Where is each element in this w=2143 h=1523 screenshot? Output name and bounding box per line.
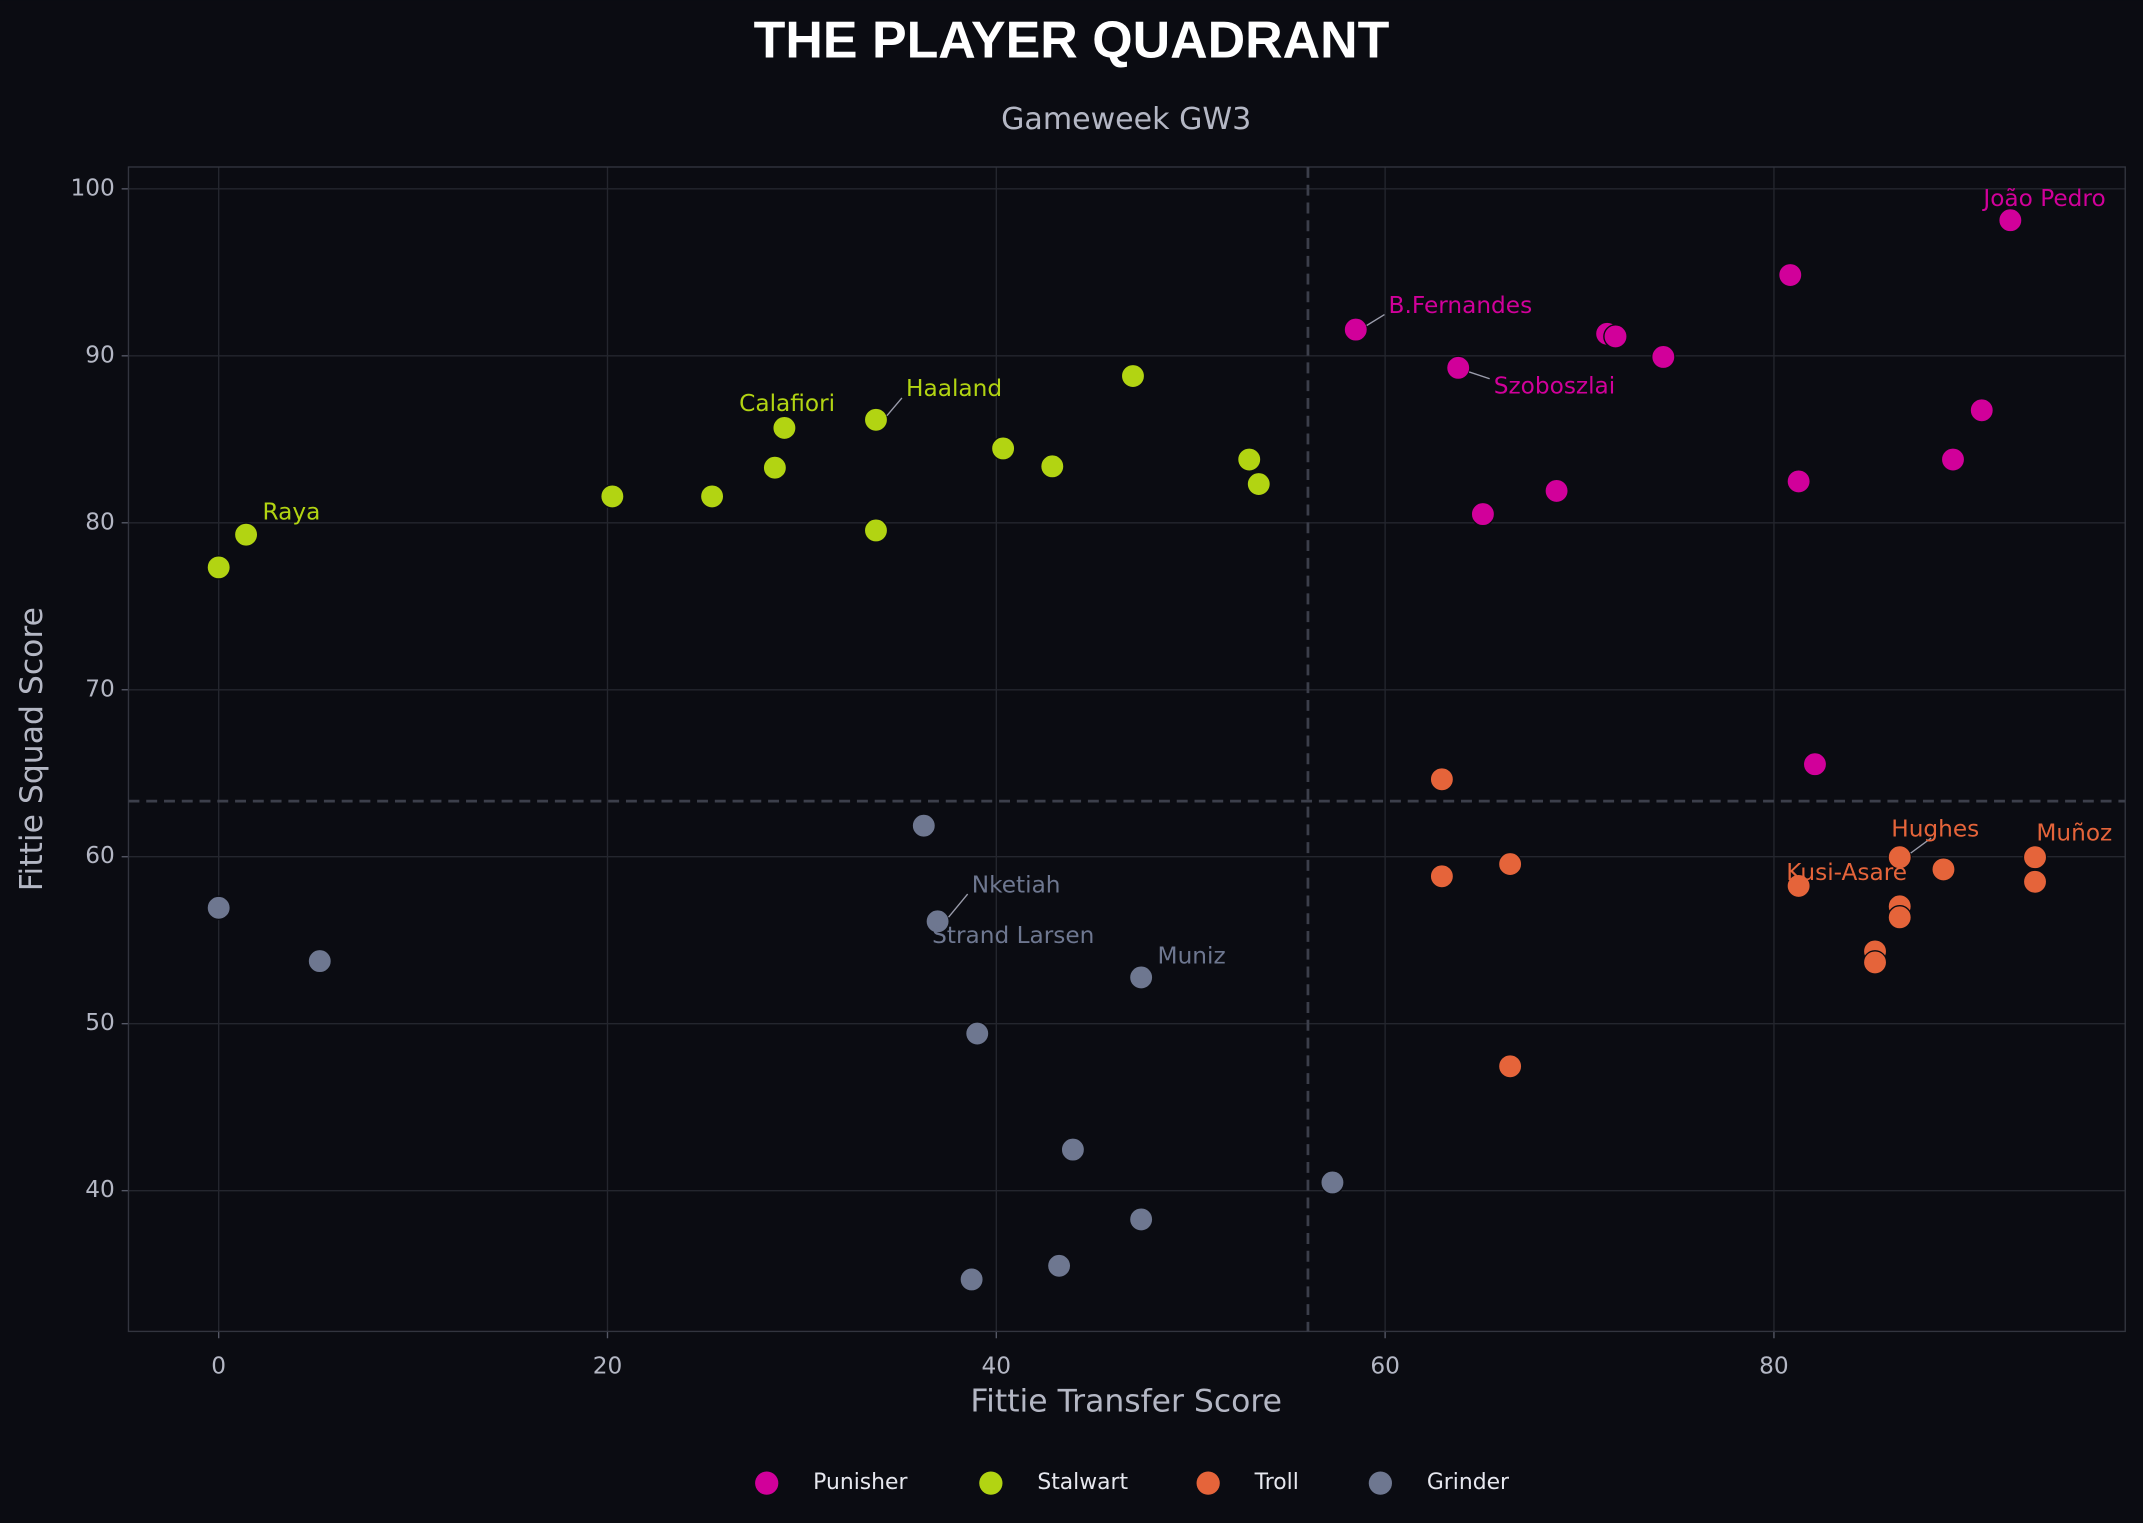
point	[1470, 501, 1496, 527]
point	[307, 948, 333, 974]
point	[1128, 1207, 1154, 1232]
point	[2022, 844, 2048, 870]
point-label: Muñoz	[2036, 819, 2112, 846]
point	[964, 1021, 990, 1046]
point	[990, 436, 1016, 461]
point	[1128, 965, 1154, 990]
point	[1786, 873, 1811, 899]
label-leader	[1468, 371, 1490, 380]
point	[1046, 1253, 1072, 1279]
legend-marker	[1196, 1471, 1220, 1495]
point	[1246, 471, 1272, 497]
point	[1497, 1053, 1523, 1079]
point	[762, 455, 788, 480]
legend-marker	[755, 1471, 779, 1495]
point	[1343, 317, 1369, 342]
point	[2022, 869, 2048, 895]
point	[863, 407, 889, 433]
chart-title: THE PLAYER QUADRANT	[754, 12, 1390, 70]
legend-label: Troll	[1254, 1470, 1299, 1495]
y-tick-label: 70	[85, 675, 115, 702]
point	[911, 813, 937, 838]
point-label: Kusi-Asare	[1786, 859, 1907, 886]
point	[1887, 844, 1913, 870]
point-label: Calafiori	[739, 390, 835, 417]
x-tick-label: 60	[1370, 1352, 1400, 1379]
label-leader	[1910, 837, 1932, 854]
point	[1236, 447, 1262, 472]
point-label: Nketiah	[972, 871, 1061, 898]
point	[1039, 454, 1065, 479]
point	[1862, 950, 1888, 975]
point	[206, 895, 231, 921]
point-label: João Pedro	[1981, 185, 2105, 212]
x-tick-label: 0	[211, 1352, 226, 1379]
label-leader	[1366, 313, 1385, 327]
point	[1931, 857, 1956, 882]
point	[1777, 262, 1803, 288]
point	[1060, 1137, 1086, 1162]
x-tick-label: 20	[593, 1352, 623, 1379]
y-tick-label: 60	[85, 842, 115, 869]
x-axis-title: Fittie Transfer Score	[970, 1383, 1282, 1419]
x-tick-label: 40	[982, 1352, 1012, 1379]
point	[1651, 344, 1676, 370]
label-leader	[948, 893, 969, 918]
y-axis-title: Fittie Squad Score	[14, 607, 50, 891]
point	[1544, 478, 1569, 504]
point	[1940, 447, 1966, 472]
label-leader	[886, 397, 903, 417]
point-label: Haaland	[906, 375, 1002, 402]
point	[1429, 766, 1455, 792]
plot-frame	[127, 166, 2126, 1333]
y-tick-label: 50	[85, 1009, 115, 1036]
point	[699, 484, 725, 509]
point	[1445, 355, 1471, 381]
legend-marker	[1368, 1471, 1392, 1495]
point	[233, 522, 259, 547]
point-label: Strand Larsen	[932, 922, 1094, 949]
point	[1497, 851, 1523, 877]
point	[1429, 863, 1455, 889]
point	[1320, 1170, 1345, 1195]
legend-marker	[979, 1471, 1003, 1495]
point	[959, 1267, 984, 1292]
point	[1603, 324, 1628, 349]
point-label: Szoboszlai	[1494, 372, 1616, 399]
legend-label: Grinder	[1427, 1470, 1509, 1495]
legend-label: Stalwart	[1037, 1470, 1128, 1495]
point	[1998, 207, 2023, 233]
point	[1969, 397, 1995, 423]
point	[206, 555, 231, 580]
point-label: Raya	[262, 498, 320, 525]
chart-subtitle: Gameweek GW3	[1001, 102, 1251, 137]
y-tick-label: 100	[70, 174, 114, 201]
x-tick-label: 80	[1759, 1352, 1789, 1379]
point	[1120, 363, 1146, 389]
point	[600, 484, 625, 509]
point-label: Hughes	[1891, 815, 1979, 842]
point	[1802, 751, 1828, 777]
point-label: B.Fernandes	[1389, 292, 1533, 319]
legend-label: Punisher	[813, 1470, 907, 1495]
point	[863, 518, 889, 543]
point	[925, 909, 950, 934]
y-tick-label: 90	[85, 341, 115, 368]
y-tick-label: 40	[85, 1176, 115, 1203]
point-label: Muniz	[1158, 942, 1226, 969]
y-tick-label: 80	[85, 508, 115, 535]
point	[1887, 905, 1913, 930]
point	[1786, 469, 1811, 494]
point	[772, 415, 797, 441]
